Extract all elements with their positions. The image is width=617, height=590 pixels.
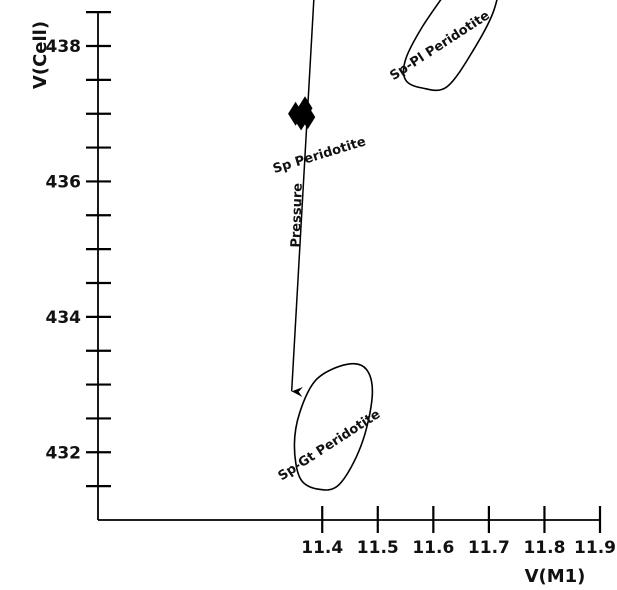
sp-peridotite-label: Sp Peridotite — [271, 134, 368, 177]
x-tick-label: 11.6 — [412, 538, 454, 558]
field-outline-sp-pl — [402, 0, 498, 92]
ticks-layer: 432 434 436 438 11.4 11.5 11.6 11.7 11.8 11.9 — [46, 11, 616, 558]
y-tick-label: 436 — [46, 172, 82, 192]
x-tick-label: 11.9 — [574, 538, 616, 558]
y-axis-title: V(Cell) — [30, 21, 51, 89]
pressure-arrow — [290, 0, 315, 397]
pressure-label: Pressure — [289, 183, 306, 248]
x-tick-label: 11.8 — [523, 538, 565, 558]
x-tick-label: 11.7 — [468, 538, 510, 558]
x-axis-title: V(M1) — [525, 566, 586, 587]
y-tick-label: 438 — [46, 37, 82, 57]
field-outline-sp-gt — [293, 362, 374, 491]
x-tick-label: 11.4 — [301, 538, 343, 558]
points-layer — [288, 96, 316, 131]
x-tick-label: 11.5 — [357, 538, 399, 558]
y-tick-label: 434 — [46, 308, 82, 328]
arrow-layer — [290, 0, 315, 397]
field-label-sp-gt: Sp-Gt Peridotite — [276, 407, 384, 484]
y-tick-label: 432 — [46, 443, 82, 463]
field-label-sp-pl: Sp-Pl Peridotite — [387, 8, 492, 84]
data-point — [300, 105, 316, 130]
labels-layer: Sp-Pl Peridotite Sp-Gt Peridotite Sp Perid… — [271, 8, 493, 484]
fields-layer — [293, 0, 498, 491]
axes-layer — [97, 12, 600, 521]
